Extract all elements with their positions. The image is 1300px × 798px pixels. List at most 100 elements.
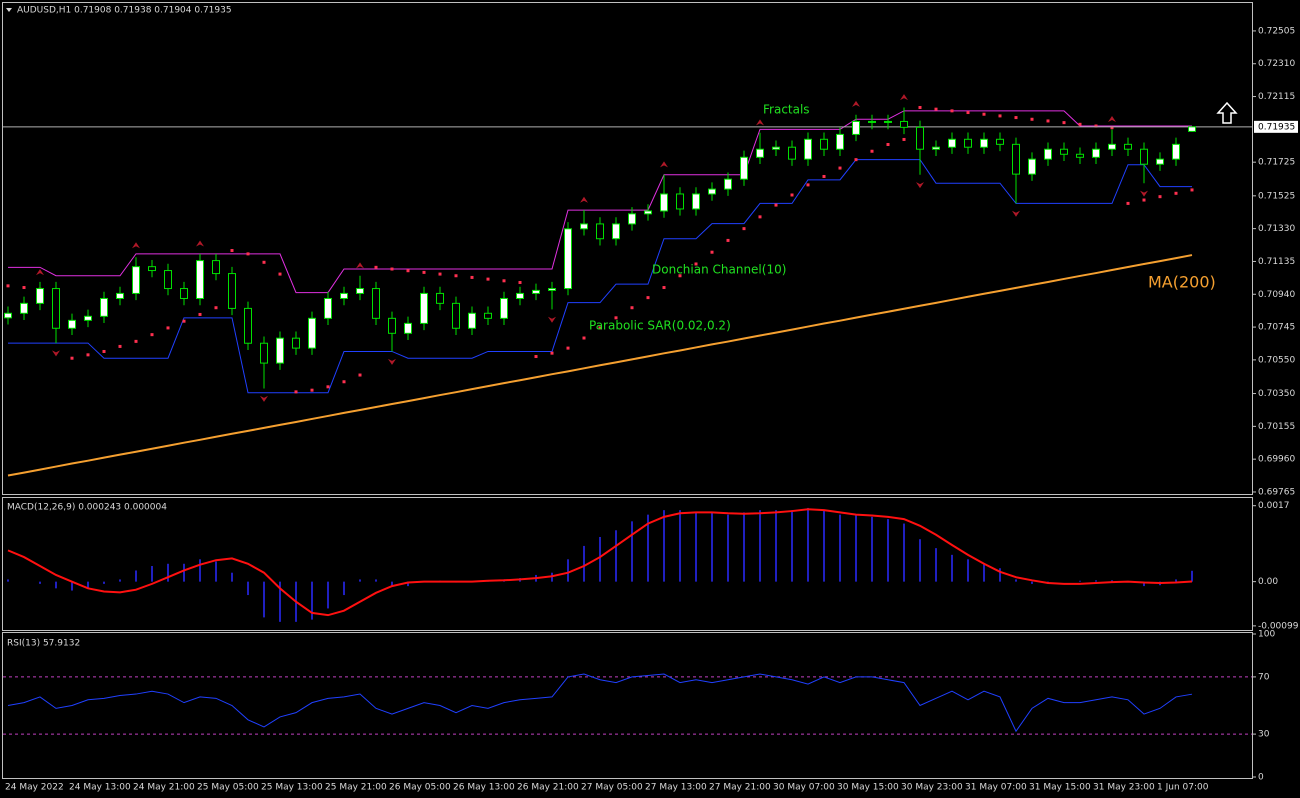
x-tick-label: 25 May 05:00 — [197, 783, 259, 793]
y-tick-label: 0.69765 — [1258, 487, 1295, 497]
candle-body — [1188, 126, 1196, 132]
x-tick-label: 27 May 05:00 — [581, 783, 643, 793]
sar-dot — [982, 112, 986, 116]
sar-dot — [374, 265, 378, 269]
candle-body — [900, 120, 908, 128]
macd-bar — [1175, 579, 1177, 582]
macd-bar — [1111, 580, 1113, 582]
macd-bar — [231, 572, 233, 582]
macd-bar — [839, 514, 841, 582]
candle-body — [612, 223, 620, 240]
macd-bar — [599, 536, 601, 582]
candle-body — [484, 312, 492, 319]
sar-dot — [1014, 116, 1018, 120]
sar-dot — [70, 356, 74, 360]
sar-dot — [166, 326, 170, 330]
macd-bar — [695, 512, 697, 582]
sar-dot — [854, 158, 858, 162]
rsi-title: RSI(13) 57.9132 — [7, 639, 80, 649]
candle-body — [724, 178, 732, 190]
y-tick-label: 0.72310 — [1258, 59, 1295, 69]
candle-body — [836, 133, 844, 150]
y-tick-label: -0.00099 — [1258, 621, 1299, 631]
sar-dot — [934, 107, 938, 111]
macd-bar — [135, 570, 137, 582]
candle-body — [324, 297, 332, 319]
candle-body — [884, 120, 892, 123]
sar-dot — [454, 274, 458, 278]
fractal-up — [852, 100, 860, 107]
candle-body — [948, 138, 956, 148]
sar-dot — [726, 238, 730, 242]
candle-body — [132, 266, 140, 294]
candle-body — [804, 138, 812, 160]
sar-dot — [486, 277, 490, 281]
y-tick-label: 0.71330 — [1258, 224, 1295, 234]
candle-body — [356, 288, 364, 294]
fractal-down — [388, 358, 396, 365]
x-tick-label: 31 May 23:00 — [1093, 783, 1155, 793]
candle-body — [196, 260, 204, 299]
candle-body — [916, 126, 924, 150]
sar-dot — [390, 267, 394, 271]
sar-dot — [870, 149, 874, 153]
rsi-panel — [2, 632, 1253, 779]
macd-bar — [343, 581, 345, 596]
sar-dot — [470, 275, 474, 279]
x-tick-label: 31 May 07:00 — [965, 783, 1027, 793]
sar-dot — [326, 385, 330, 389]
fractal-down — [548, 316, 556, 323]
candle-body — [1092, 148, 1100, 158]
x-tick-label: 26 May 13:00 — [453, 783, 515, 793]
candle-body — [372, 288, 380, 319]
candle-body — [756, 148, 764, 158]
x-tick-label: 24 May 2022 — [5, 783, 64, 793]
candle-body — [164, 270, 172, 290]
sar-dot — [1158, 195, 1162, 199]
sar-dot — [198, 312, 202, 316]
candle-body — [820, 138, 828, 150]
fractal-up — [580, 196, 588, 203]
candle-body — [1156, 158, 1164, 165]
y-tick-label: 0 — [1258, 773, 1264, 783]
macd-bar — [247, 581, 249, 596]
macd-bar — [151, 566, 153, 582]
x-tick-label: 25 May 21:00 — [325, 783, 387, 793]
fractal-up — [900, 94, 908, 101]
candle-body — [260, 342, 268, 364]
sar-dot — [710, 250, 714, 254]
x-tick-label: 30 May 07:00 — [773, 783, 835, 793]
candle-body — [644, 210, 652, 215]
macd-bar — [279, 581, 281, 622]
sar-dot — [534, 355, 538, 359]
macd-bar — [871, 516, 873, 582]
fractal-up — [132, 242, 140, 249]
sar-dot — [678, 274, 682, 278]
macd-bar — [183, 563, 185, 582]
y-tick-label: 0.70350 — [1258, 389, 1295, 399]
candle-body — [420, 292, 428, 324]
candle-body — [180, 288, 188, 299]
sar-dot — [1094, 124, 1098, 128]
macd-bar — [935, 548, 937, 582]
sar-dot — [694, 262, 698, 266]
macd-bar — [951, 554, 953, 582]
sar-dot — [342, 380, 346, 384]
donchian-label: Donchian Channel(10) — [652, 263, 786, 277]
macd-bar — [647, 514, 649, 582]
fractal-down — [52, 350, 60, 357]
macd-bar — [631, 521, 633, 582]
sar-dot — [438, 272, 442, 276]
macd-bar — [823, 510, 825, 582]
macd-bar — [727, 514, 729, 582]
candle-body — [1140, 148, 1148, 165]
sar-dot — [6, 284, 10, 288]
macd-bar — [55, 581, 57, 589]
macd-bar — [375, 579, 377, 582]
y-tick-label: 30 — [1258, 730, 1270, 740]
sar-dot — [86, 353, 90, 357]
sar-dot — [1174, 191, 1178, 195]
candle-body — [516, 292, 524, 299]
sar-dot — [598, 326, 602, 330]
fractal-up — [36, 269, 44, 276]
